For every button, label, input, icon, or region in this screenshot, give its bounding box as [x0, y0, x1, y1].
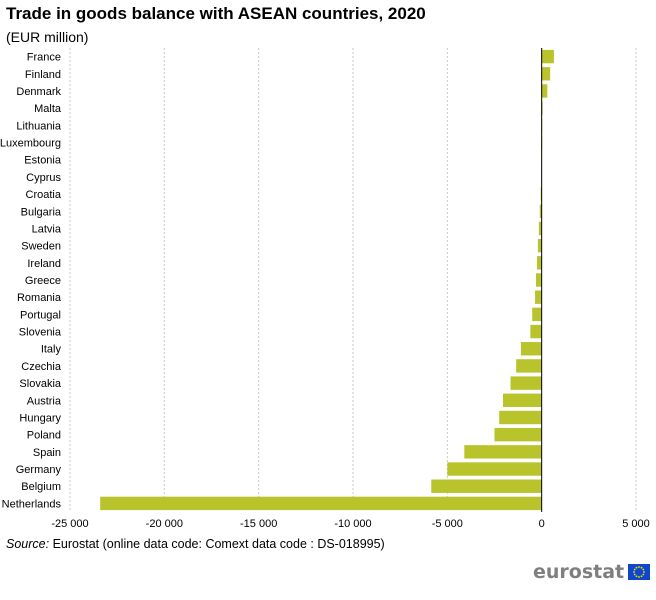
source-label: Source: — [6, 537, 50, 551]
bar — [538, 221, 542, 236]
category-label: Spain — [33, 447, 61, 459]
bar-chart: -25 000 -20 000 -15 000 -10 000 -5 000 0 5 000… — [0, 48, 650, 530]
bar — [494, 427, 542, 442]
x-tick-label: -10 000 — [334, 518, 371, 530]
eurostat-logo: eurostat — [533, 561, 651, 583]
category-label: France — [27, 52, 61, 64]
category-label: Sweden — [21, 241, 61, 253]
category-label: Netherlands — [2, 498, 62, 510]
bar — [541, 67, 551, 81]
category-label: Hungary — [19, 412, 61, 424]
eu-flag-icon — [628, 564, 651, 580]
category-label: Ireland — [27, 258, 61, 270]
category-label: Greece — [25, 275, 61, 287]
chart-subtitle: (EUR million) — [6, 29, 89, 45]
source-text: Eurostat (online data code: Comext data … — [52, 537, 385, 551]
category-label: Lithuania — [16, 120, 62, 132]
category-label: Romania — [17, 292, 62, 304]
bar — [510, 376, 542, 390]
x-tick-label: 5 000 — [622, 518, 650, 530]
bar — [541, 49, 554, 64]
category-label: Latvia — [32, 223, 62, 235]
bar — [536, 273, 542, 287]
x-tick-label: -15 000 — [240, 518, 277, 530]
bar — [431, 479, 542, 493]
bar — [541, 84, 548, 98]
bar — [537, 238, 542, 253]
bar — [516, 359, 542, 373]
category-label: Cyprus — [26, 172, 61, 184]
category-label: Poland — [27, 430, 61, 442]
category-label: Finland — [25, 69, 61, 81]
category-label: Slovakia — [19, 378, 61, 390]
chart-title: Trade in goods balance with ASEAN countr… — [6, 4, 426, 23]
x-tick-label: -20 000 — [146, 518, 183, 530]
bar — [447, 462, 542, 476]
bar — [100, 496, 542, 511]
bar — [532, 307, 542, 322]
category-label: Croatia — [26, 189, 62, 201]
category-label: Austria — [27, 395, 62, 407]
bar — [502, 393, 542, 407]
x-tick-label: 0 — [539, 518, 545, 530]
logo-text: eurostat — [533, 561, 625, 583]
bar — [535, 290, 542, 304]
category-label: Luxembourg — [0, 138, 61, 150]
x-tick-label: -25 000 — [51, 518, 88, 530]
category-label: Italy — [41, 344, 62, 356]
bar — [530, 324, 542, 339]
category-label: Slovenia — [19, 327, 62, 339]
category-label: Portugal — [20, 309, 61, 321]
x-tick-label: -5 000 — [432, 518, 463, 530]
bar — [464, 445, 542, 459]
category-label: Belgium — [21, 481, 61, 493]
category-label: Czechia — [21, 361, 62, 373]
source-note: Source: Eurostat (online data code: Come… — [6, 537, 385, 551]
bar — [520, 342, 542, 356]
category-label: Denmark — [16, 86, 61, 98]
bar — [536, 256, 542, 270]
category-label: Germany — [16, 464, 62, 476]
category-label: Bulgaria — [21, 206, 62, 218]
category-label: Malta — [34, 103, 62, 115]
bar — [499, 410, 542, 425]
bar — [539, 204, 542, 218]
category-label: Estonia — [24, 155, 62, 167]
